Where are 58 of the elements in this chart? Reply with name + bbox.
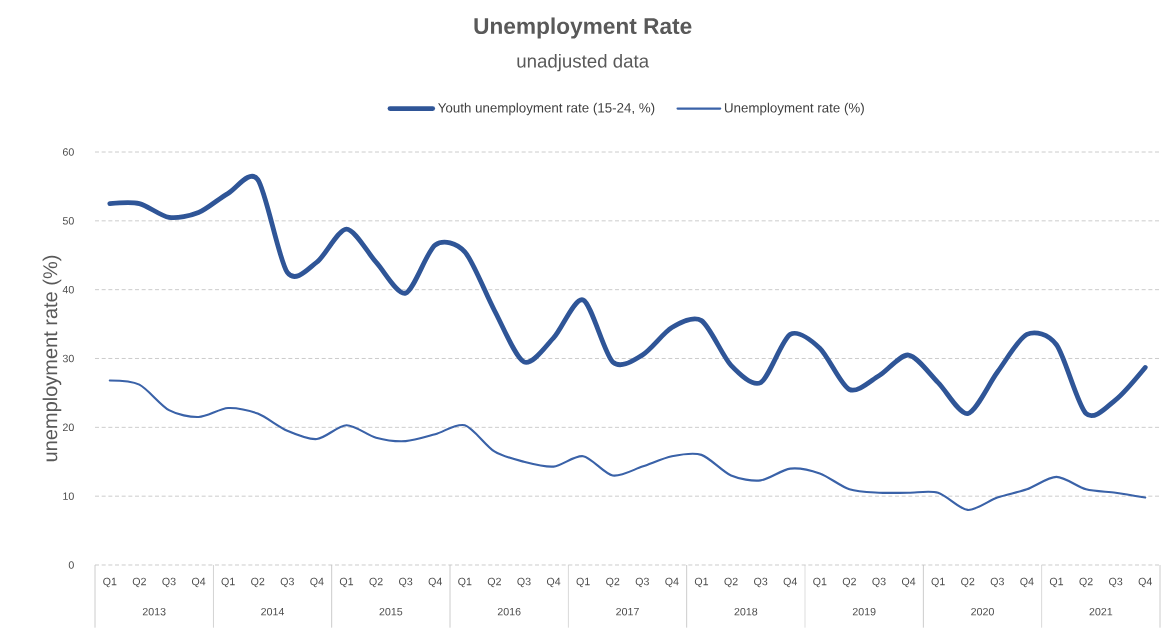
y-axis-title: unemployment rate (%) bbox=[42, 255, 62, 462]
text: 2015 bbox=[379, 607, 403, 616]
text: 2014 bbox=[261, 607, 285, 616]
x-tick-label: Q3 bbox=[280, 577, 294, 588]
chart-subtitle: unadjusted data bbox=[517, 53, 650, 72]
y-tick-label: 40 bbox=[62, 285, 74, 294]
x-tick-label: Q2 bbox=[842, 577, 856, 588]
y-tick-label: 10 bbox=[63, 492, 74, 500]
x-tick-label: Q4 bbox=[665, 577, 679, 588]
legend-label: Youth unemployment rate (15-24, %) bbox=[438, 102, 655, 116]
x-tick-label: Q2 bbox=[724, 577, 738, 588]
x-tick-label: Q4 bbox=[191, 577, 206, 588]
text: 2019 bbox=[852, 607, 876, 616]
line-series bbox=[108, 379, 1147, 511]
x-tick-label: Q4 bbox=[428, 577, 443, 588]
x-tick-label: Q3 bbox=[399, 577, 413, 588]
x-tick-label: Q4 bbox=[783, 577, 798, 588]
text: 2020 bbox=[971, 607, 994, 616]
x-tick-label: Q3 bbox=[754, 577, 768, 588]
x-tick-label: Q4 bbox=[901, 577, 916, 588]
x-tick-label: Q2 bbox=[1079, 577, 1093, 588]
x-tick-label: Q4 bbox=[546, 577, 561, 588]
x-tick-label: Q1 bbox=[1049, 577, 1064, 588]
y-tick-label: 30 bbox=[62, 354, 74, 363]
y-tick-label: 60 bbox=[62, 148, 74, 156]
chart-title: Unemployment Rate bbox=[474, 17, 692, 39]
x-tick-label: Q1 bbox=[103, 577, 117, 588]
text: 2016 bbox=[497, 607, 521, 616]
x-tick-label: Q1 bbox=[694, 577, 709, 588]
x-tick-label: Q1 bbox=[931, 577, 945, 588]
legend-label: Unemployment rate (%) bbox=[724, 102, 864, 116]
x-tick-label: Q1 bbox=[339, 577, 354, 588]
x-tick-label: Q3 bbox=[990, 577, 1004, 588]
x-tick-label: Q2 bbox=[132, 577, 146, 588]
text: 2018 bbox=[734, 607, 758, 616]
x-tick-label: Q3 bbox=[635, 577, 649, 588]
x-tick-label: Q3 bbox=[517, 577, 531, 588]
x-tick-label: Q4 bbox=[1020, 577, 1034, 588]
y-tick-label: 0 bbox=[68, 561, 74, 569]
x-tick-label: Q2 bbox=[369, 577, 383, 588]
x-tick-label: Q2 bbox=[961, 577, 975, 588]
text: 2013 bbox=[142, 607, 166, 616]
y-tick-label: 50 bbox=[62, 217, 74, 225]
x-tick-label: Q4 bbox=[310, 577, 324, 588]
text: 2017 bbox=[616, 607, 639, 616]
x-tick-label: Q3 bbox=[872, 577, 886, 588]
x-tick-label: Q1 bbox=[576, 577, 590, 588]
x-tick-label: Q1 bbox=[458, 577, 472, 588]
text: 2021 bbox=[1089, 607, 1113, 616]
y-tick-label: 20 bbox=[62, 423, 74, 432]
x-tick-label: Q4 bbox=[1138, 577, 1153, 588]
x-tick-label: Q3 bbox=[1109, 577, 1123, 588]
x-tick-label: Q3 bbox=[162, 577, 176, 588]
x-tick-label: Q2 bbox=[487, 577, 501, 588]
x-tick-label: Q2 bbox=[251, 577, 265, 588]
x-tick-label: Q1 bbox=[813, 577, 827, 588]
x-tick-label: Q1 bbox=[221, 577, 235, 588]
x-tick-label: Q2 bbox=[606, 577, 620, 588]
